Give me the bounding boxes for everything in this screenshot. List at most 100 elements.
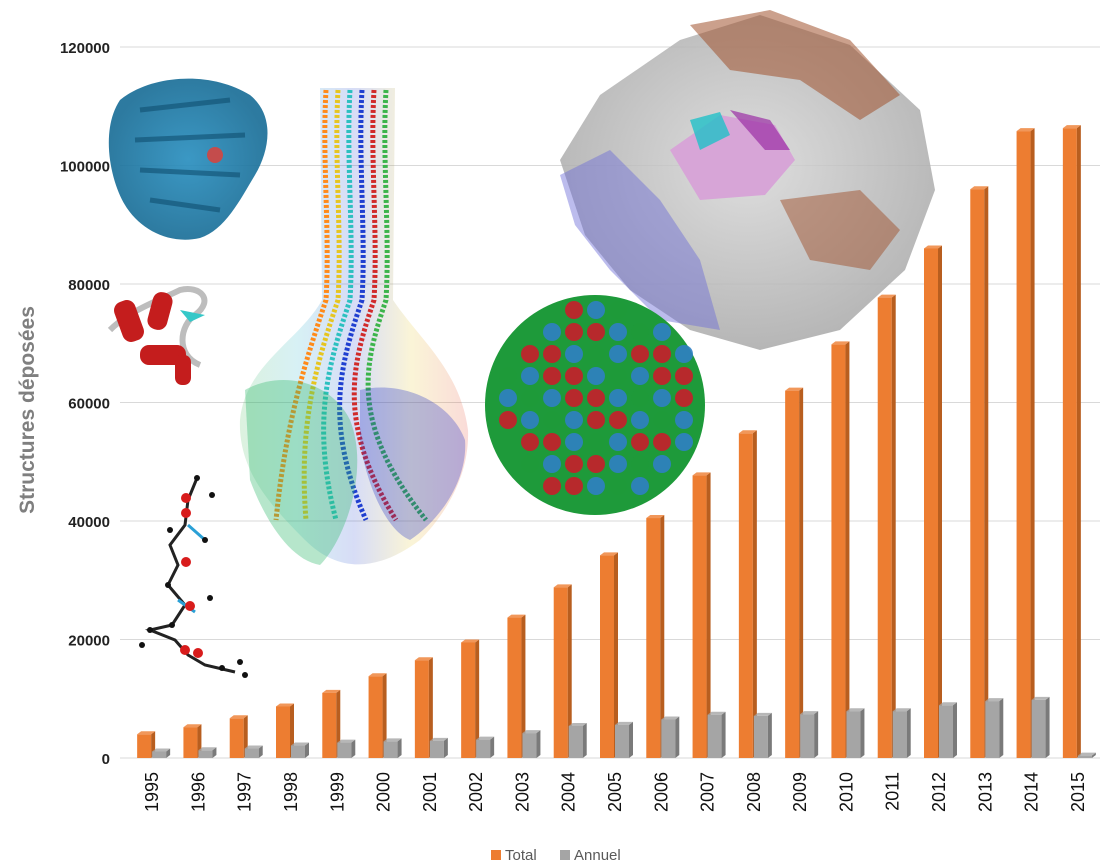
x-tick-label: 2003: [512, 772, 532, 812]
legend-swatch-total: [491, 850, 501, 860]
bar-side-annuel-2002: [490, 736, 495, 758]
bar-annuel-1996: [198, 750, 213, 758]
bar-side-annuel-1998: [305, 742, 309, 758]
bar-side-total-2010: [845, 341, 850, 758]
bar-total-2008: [738, 433, 753, 758]
bar-top-total-2010: [831, 341, 850, 345]
bar-top-annuel-2007: [707, 711, 726, 715]
bar-annuel-2009: [800, 714, 815, 758]
bar-annuel-2015: [1077, 755, 1092, 758]
bar-annuel-2000: [383, 741, 398, 758]
bar-top-annuel-1995: [152, 748, 171, 752]
y-tick-label: 0: [102, 751, 110, 768]
bar-annuel-2005: [615, 724, 629, 758]
bar-annuel-2002: [476, 739, 491, 758]
bar-side-annuel-2009: [814, 711, 819, 758]
x-tick-label: 2009: [790, 772, 810, 812]
bar-total-2004: [553, 587, 568, 758]
bar-total-1997: [229, 718, 244, 758]
bar-side-annuel-1997: [258, 745, 263, 758]
bar-top-total-2000: [368, 673, 387, 677]
bar-top-total-2012: [924, 245, 942, 249]
bar-side-annuel-2011: [906, 708, 911, 758]
bar-top-total-1996: [183, 724, 202, 728]
bar-annuel-2012: [939, 705, 953, 758]
bar-side-total-2011: [891, 294, 896, 758]
x-tick-label: 2008: [744, 772, 764, 812]
bar-side-annuel-2013: [999, 698, 1004, 758]
bar-side-total-2002: [475, 639, 480, 758]
bar-top-annuel-2015: [1077, 752, 1096, 756]
bar-top-total-2009: [785, 387, 804, 391]
bar-top-total-1999: [322, 689, 341, 693]
x-tick-label: 2013: [975, 772, 995, 812]
bar-side-total-2012: [938, 245, 942, 758]
x-tick-label: 2007: [698, 772, 718, 812]
bar-total-2002: [461, 642, 476, 758]
bars: [137, 125, 1096, 759]
x-tick-label: 2015: [1068, 772, 1088, 812]
y-tick-label: 120000: [60, 40, 110, 57]
bar-total-2015: [1062, 128, 1077, 759]
bar-top-annuel-1996: [198, 747, 217, 751]
bar-side-annuel-2012: [953, 702, 957, 758]
bar-top-annuel-2009: [800, 711, 819, 715]
x-tick-label: 2006: [651, 772, 671, 812]
x-tick-label: 2011: [883, 772, 903, 811]
bar-side-total-2007: [706, 472, 711, 758]
legend-label-total: Total: [505, 847, 537, 863]
bar-side-annuel-2004: [582, 723, 587, 758]
bar-annuel-2003: [522, 733, 537, 758]
bar-top-annuel-2003: [522, 730, 541, 734]
bar-annuel-2008: [753, 715, 768, 758]
bar-annuel-1995: [152, 751, 167, 758]
bar-side-annuel-2005: [629, 721, 633, 758]
x-tick-label: 1999: [327, 772, 347, 812]
bar-total-2007: [692, 475, 707, 758]
y-tick-label: 20000: [68, 633, 110, 650]
bar-top-total-2006: [646, 515, 665, 519]
bar-total-1996: [183, 727, 198, 758]
bar-top-total-2015: [1062, 125, 1081, 129]
bar-top-total-2014: [1016, 128, 1035, 132]
bar-total-2014: [1016, 131, 1031, 758]
bar-top-annuel-2012: [939, 702, 957, 706]
bar-side-annuel-2000: [397, 738, 402, 758]
myoglobin-ribbon-image: [108, 78, 268, 240]
ribosome-complex-image: [560, 10, 935, 350]
bar-top-annuel-2002: [476, 736, 495, 740]
bar-side-total-2005: [614, 552, 618, 758]
bar-annuel-2001: [429, 740, 444, 758]
bar-side-total-2004: [567, 584, 572, 758]
bar-side-total-2000: [382, 673, 387, 758]
bar-side-annuel-2010: [860, 708, 865, 758]
structure-illustrations: [107, 10, 935, 678]
bar-side-annuel-2007: [721, 711, 726, 758]
bar-top-total-2008: [738, 430, 757, 434]
bar-top-total-2003: [507, 614, 526, 618]
bar-side-total-2013: [984, 186, 989, 758]
small-protein-image: [107, 286, 208, 385]
bar-top-annuel-2005: [615, 721, 633, 725]
bar-total-2001: [414, 660, 429, 758]
bar-top-total-2002: [461, 639, 480, 643]
bar-total-2003: [507, 617, 522, 758]
x-tick-label: 2012: [929, 772, 949, 812]
legend-label-annuel: Annuel: [574, 847, 621, 863]
bar-total-1998: [276, 706, 290, 758]
bar-total-2011: [877, 297, 892, 758]
bar-annuel-1998: [291, 745, 305, 758]
bar-top-total-1998: [276, 703, 294, 707]
bar-top-annuel-2000: [383, 738, 402, 742]
bar-top-annuel-1999: [337, 739, 356, 743]
bar-top-total-2005: [600, 552, 618, 556]
bar-top-total-1995: [137, 731, 156, 735]
y-tick-label: 60000: [68, 396, 110, 413]
bar-top-annuel-2001: [429, 737, 448, 741]
bar-total-2013: [970, 189, 985, 758]
bar-annuel-2013: [985, 701, 1000, 758]
x-tick-label: 2000: [374, 772, 394, 812]
bar-total-1999: [322, 692, 337, 758]
bar-side-annuel-1996: [212, 747, 217, 758]
